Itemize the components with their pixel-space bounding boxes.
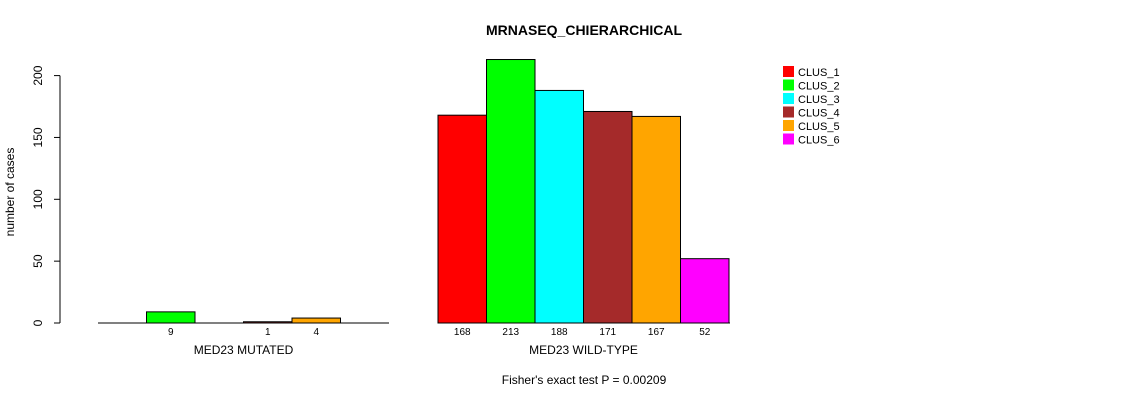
legend-swatch (783, 93, 794, 104)
bar-clus-4 (243, 321, 293, 324)
bar-group: 9 1 4 MED23 MUTATED (98, 311, 389, 357)
bar-clus-2 (146, 311, 196, 324)
bar-group: 168 213 188 171 167 52 MED23 WILD-TYPE (437, 59, 730, 357)
legend-entry-label: CLUS_2 (798, 81, 840, 93)
y-axis-label: number of cases (3, 148, 17, 237)
bar-clus-6 (680, 258, 730, 324)
y-tick-label: 100 (31, 189, 45, 209)
bar-count-label: 52 (699, 327, 711, 338)
fisher-test-footnote: Fisher's exact test P = 0.00209 (502, 373, 667, 387)
legend-swatch (783, 66, 794, 77)
legend-entry-label: CLUS_4 (798, 108, 840, 120)
bar-clus-1 (437, 114, 487, 324)
y-tick-label: 50 (31, 254, 45, 268)
bar-count-label: 9 (168, 327, 174, 338)
chart-title: MRNASEQ_CHIERARCHICAL (486, 22, 682, 38)
bar-count-label: 168 (454, 327, 471, 338)
bar-clus-5 (291, 317, 341, 324)
group-label: MED23 MUTATED (194, 343, 294, 357)
y-tick-label: 150 (31, 127, 45, 147)
bar-clus-4 (583, 110, 633, 324)
bar-count-label: 167 (648, 327, 665, 338)
bar-count-label: 171 (599, 327, 616, 338)
legend-entry-label: CLUS_5 (798, 121, 840, 133)
legend-entry-label: CLUS_3 (798, 94, 840, 106)
legend-swatch (783, 79, 794, 91)
bar-clus-2 (486, 59, 536, 324)
legend-swatch (783, 120, 794, 131)
bar-count-label: 4 (313, 327, 319, 338)
bar-count-label: 1 (265, 327, 271, 338)
bar-clus-3 (534, 89, 584, 324)
y-tick-label: 0 (31, 319, 45, 326)
legend-entry-label: CLUS_1 (798, 67, 840, 79)
legend-swatch (783, 133, 794, 145)
bar-count-label: 213 (502, 327, 519, 338)
y-axis: 0 50 100 150 200 (31, 65, 61, 326)
group-label: MED23 WILD-TYPE (529, 343, 638, 357)
bar-groups: 9 1 4 MED23 MUTATED 168 213 188 171 167 52 MED23 W… (98, 59, 730, 357)
y-tick-label: 200 (31, 65, 45, 85)
bar-count-label: 188 (551, 327, 568, 338)
legend-entry-label: CLUS_6 (798, 135, 840, 147)
legend-swatch (783, 106, 794, 118)
bar-clus-5 (631, 115, 681, 324)
